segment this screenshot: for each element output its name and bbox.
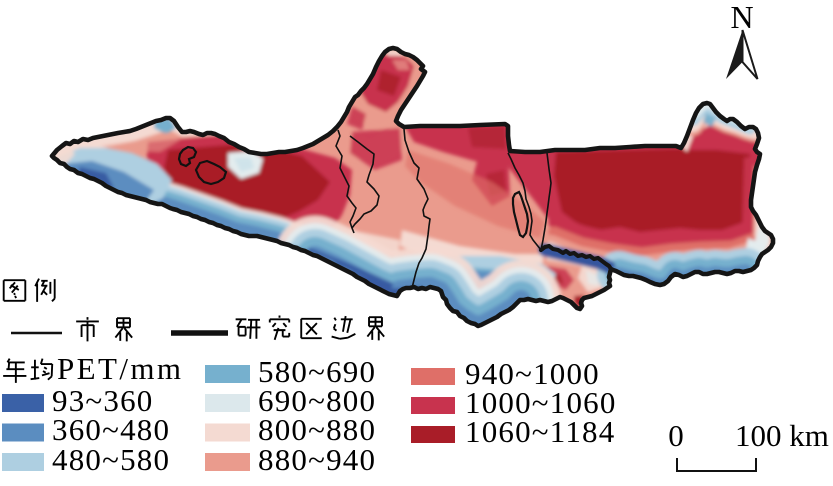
- svg-text:PET/mm: PET/mm: [57, 351, 183, 386]
- svg-text:0: 0: [668, 418, 684, 453]
- svg-text:940~1000: 940~1000: [465, 356, 600, 391]
- svg-text:480~580: 480~580: [52, 442, 170, 477]
- svg-text:690~800: 690~800: [258, 383, 376, 418]
- svg-text:93~360: 93~360: [52, 383, 153, 418]
- svg-text:100 km: 100 km: [735, 418, 829, 453]
- svg-text:1000~1060: 1000~1060: [465, 385, 617, 420]
- svg-text:580~690: 580~690: [258, 354, 376, 389]
- svg-text:800~880: 800~880: [258, 412, 376, 447]
- svg-text:N: N: [730, 0, 753, 35]
- svg-text:1060~1184: 1060~1184: [465, 414, 615, 449]
- svg-text:360~480: 360~480: [52, 412, 170, 447]
- svg-text:880~940: 880~940: [258, 442, 376, 477]
